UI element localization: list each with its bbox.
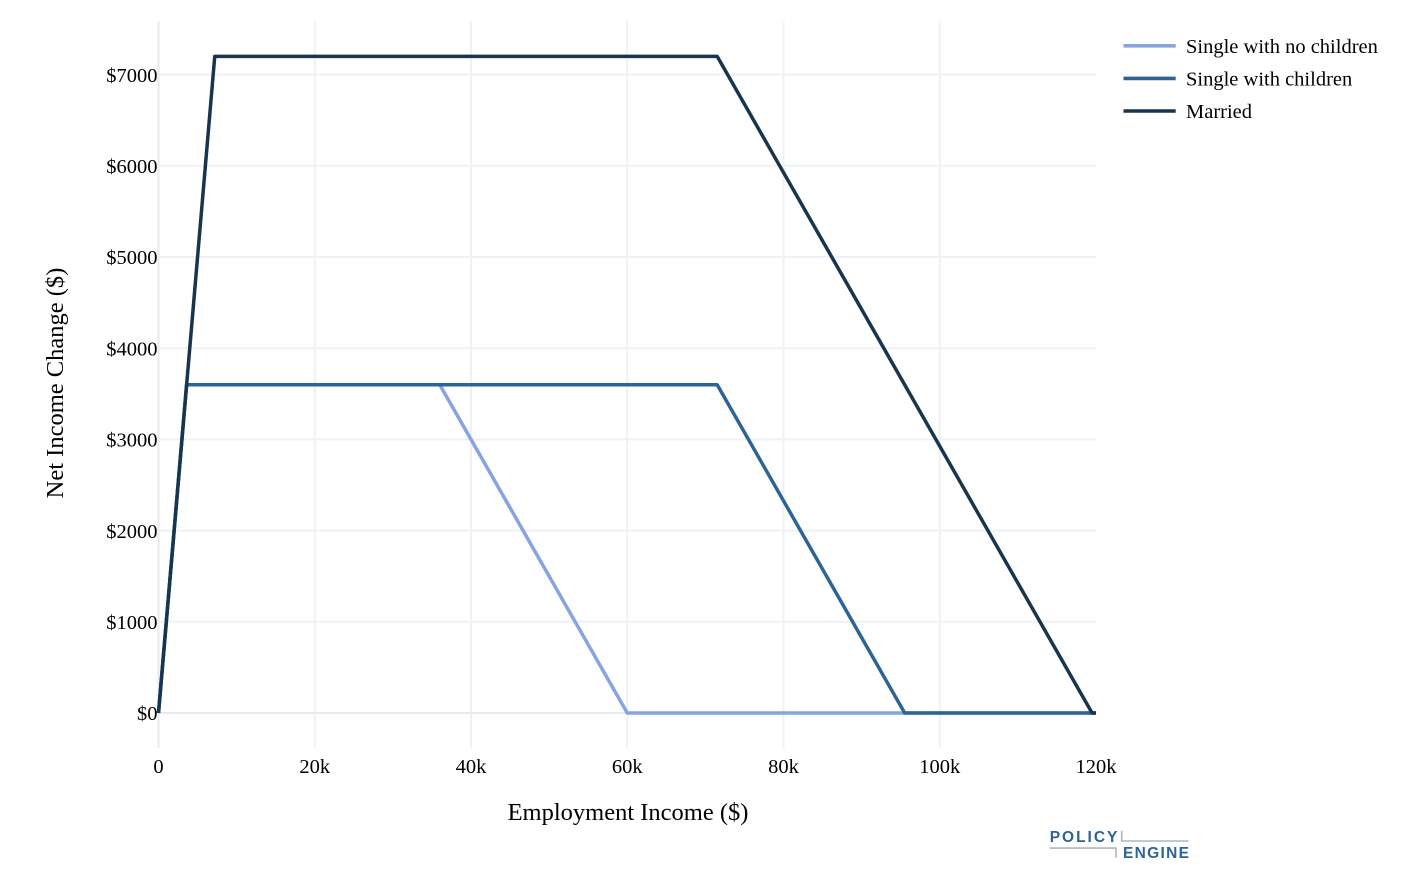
svg-text:Single with no children: Single with no children <box>1186 36 1378 58</box>
svg-text:ENGINE: ENGINE <box>1123 845 1190 862</box>
svg-text:$7000: $7000 <box>106 65 157 87</box>
svg-text:$1000: $1000 <box>106 612 157 634</box>
svg-text:100k: 100k <box>919 756 961 778</box>
svg-text:$4000: $4000 <box>106 338 157 360</box>
svg-text:$3000: $3000 <box>106 430 157 452</box>
svg-text:Employment Income ($): Employment Income ($) <box>508 799 749 826</box>
svg-text:POLICY: POLICY <box>1050 829 1120 846</box>
svg-text:Single with children: Single with children <box>1186 69 1352 91</box>
svg-text:$0: $0 <box>137 703 158 725</box>
svg-text:Married: Married <box>1186 101 1252 123</box>
svg-text:40k: 40k <box>456 756 488 778</box>
svg-text:0: 0 <box>153 756 163 778</box>
svg-text:120k: 120k <box>1076 756 1118 778</box>
svg-text:80k: 80k <box>768 756 800 778</box>
svg-text:$6000: $6000 <box>106 156 157 178</box>
svg-text:$5000: $5000 <box>106 247 157 269</box>
svg-text:Net Income Change ($): Net Income Change ($) <box>42 268 69 499</box>
svg-text:20k: 20k <box>299 756 331 778</box>
svg-text:60k: 60k <box>612 756 644 778</box>
svg-text:$2000: $2000 <box>106 521 157 543</box>
